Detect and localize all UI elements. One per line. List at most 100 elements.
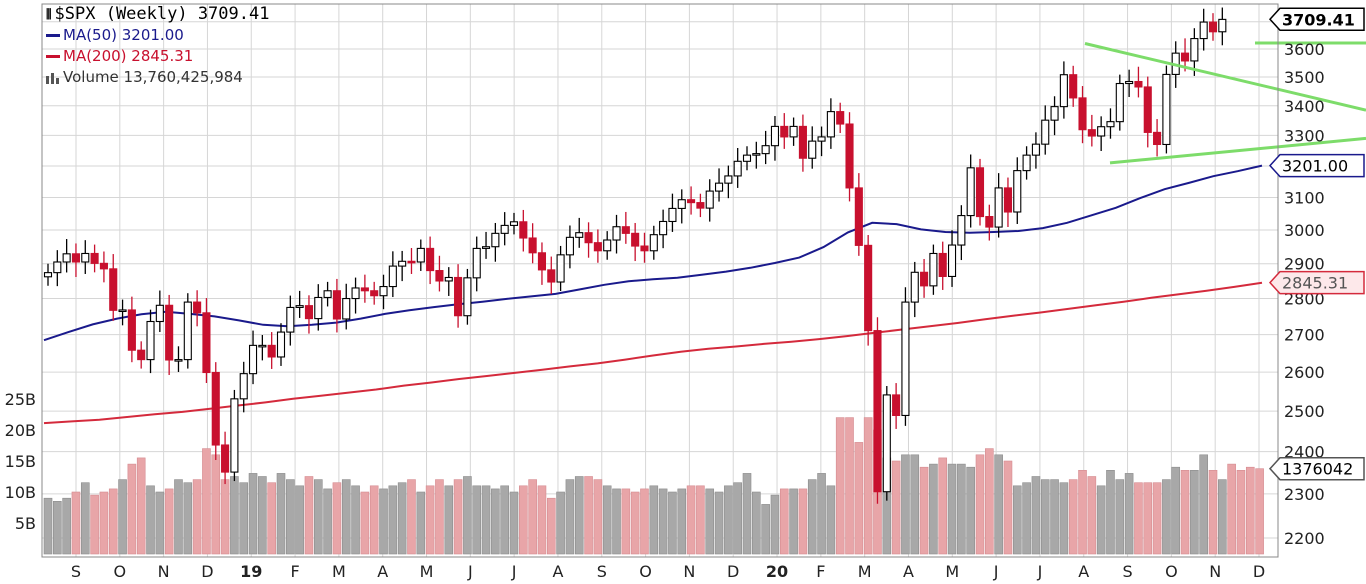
volume-bar xyxy=(668,491,677,555)
volume-bar xyxy=(519,485,528,555)
volume-bar xyxy=(724,485,733,555)
volume-bar xyxy=(295,485,304,555)
candle-body xyxy=(668,207,677,223)
candle-body xyxy=(612,226,621,241)
volume-bar xyxy=(1208,469,1218,555)
ma200-line xyxy=(43,281,1263,425)
candle-body xyxy=(1087,129,1096,137)
volume-bar xyxy=(155,491,165,555)
candle-body xyxy=(1097,126,1106,137)
candle-body xyxy=(957,215,966,246)
price-tick-label: 3500 xyxy=(1284,68,1325,87)
candle-body xyxy=(621,226,630,234)
candle-body xyxy=(808,140,817,159)
volume-bar xyxy=(1162,479,1171,555)
volume-bar xyxy=(388,485,398,555)
candle-body xyxy=(127,309,136,351)
price-tick-label: 2200 xyxy=(1284,529,1325,548)
candle-body xyxy=(202,312,211,374)
candle-body xyxy=(892,394,901,416)
candle-body xyxy=(677,199,686,209)
candle-body xyxy=(258,344,267,348)
volume-bar xyxy=(108,488,118,555)
candle-body xyxy=(435,270,444,282)
volume-bar xyxy=(1245,466,1255,555)
volume-bar xyxy=(1040,479,1050,555)
volume-bar xyxy=(1106,469,1115,555)
volume-bar xyxy=(957,463,966,555)
volume-bar xyxy=(1003,460,1013,555)
volume-bar xyxy=(677,488,687,555)
date-tick-label: 20 xyxy=(766,562,788,581)
candle-body xyxy=(565,236,574,256)
volume-bar xyxy=(80,482,90,555)
chart-legend: ⫼ $SPX (Weekly) 3709.41 MA(50) 3201.00 M… xyxy=(46,4,269,88)
candle-body xyxy=(985,216,994,228)
volume-bar xyxy=(1078,469,1087,555)
candle-body xyxy=(43,272,53,278)
candle-body xyxy=(137,349,146,361)
volume-bar xyxy=(789,488,798,555)
volume-bar xyxy=(863,417,873,555)
date-tick-label: A xyxy=(377,562,388,581)
candle-body xyxy=(659,220,668,236)
candle-body xyxy=(90,252,99,264)
candle-body xyxy=(929,252,938,287)
candle-body xyxy=(1153,131,1162,146)
candle-body xyxy=(584,232,593,244)
candle-body xyxy=(314,296,323,320)
candle-body xyxy=(81,252,90,263)
candle-body xyxy=(1162,73,1171,146)
volume-bar xyxy=(248,473,258,555)
volume-bar xyxy=(593,479,603,555)
candle-body xyxy=(603,239,612,252)
volume-axis: 5B 10B 15B 20B 25B xyxy=(5,390,36,533)
candle-body xyxy=(62,253,71,263)
volume-bar xyxy=(658,488,668,555)
candle-body xyxy=(118,309,127,313)
volume-bar xyxy=(183,482,193,555)
ma200-tag-box xyxy=(1268,270,1365,295)
date-tick-label: O xyxy=(114,562,127,581)
volume-bar xyxy=(230,476,239,555)
volume-bar xyxy=(174,479,183,555)
candle-body xyxy=(1199,21,1208,40)
volume-bar xyxy=(1143,482,1153,555)
date-tick-label: A xyxy=(903,562,914,581)
candle-body xyxy=(155,304,164,323)
volume-bar xyxy=(975,454,985,555)
volume-bar xyxy=(1115,479,1125,555)
volume-bar xyxy=(733,482,742,555)
candle-body xyxy=(1208,21,1218,33)
date-tick-label: D xyxy=(727,562,739,581)
volume-bar xyxy=(1087,476,1097,555)
candle-body xyxy=(1031,143,1040,156)
candle-body xyxy=(975,167,985,218)
volume-bar xyxy=(910,454,920,555)
candle-body xyxy=(593,242,602,252)
candle-body xyxy=(882,394,891,493)
volume-bar xyxy=(621,488,631,555)
volume-bar xyxy=(1134,482,1143,555)
price-tick-label: 3000 xyxy=(1284,221,1325,240)
candle-body xyxy=(323,290,332,299)
price-tick-label: 2900 xyxy=(1284,255,1325,274)
candle-body xyxy=(780,125,789,138)
volume-bar xyxy=(807,479,817,555)
price-candles xyxy=(43,7,1227,504)
volume-bar xyxy=(43,497,53,555)
candle-body xyxy=(817,136,826,142)
volume-tick-label: 25B xyxy=(5,390,36,409)
trend-lines xyxy=(1084,41,1366,165)
candle-body xyxy=(230,398,239,473)
volume-tick-label: 10B xyxy=(5,483,36,502)
candle-body xyxy=(1050,106,1059,121)
candle-body xyxy=(276,331,286,358)
volume-bar xyxy=(1152,482,1162,555)
date-tick-label: F xyxy=(816,562,825,581)
volume-bar xyxy=(435,479,444,555)
candle-body xyxy=(901,301,910,416)
candle-body xyxy=(1022,154,1031,172)
volume-bar xyxy=(1227,463,1236,555)
volume-bar xyxy=(379,488,388,555)
